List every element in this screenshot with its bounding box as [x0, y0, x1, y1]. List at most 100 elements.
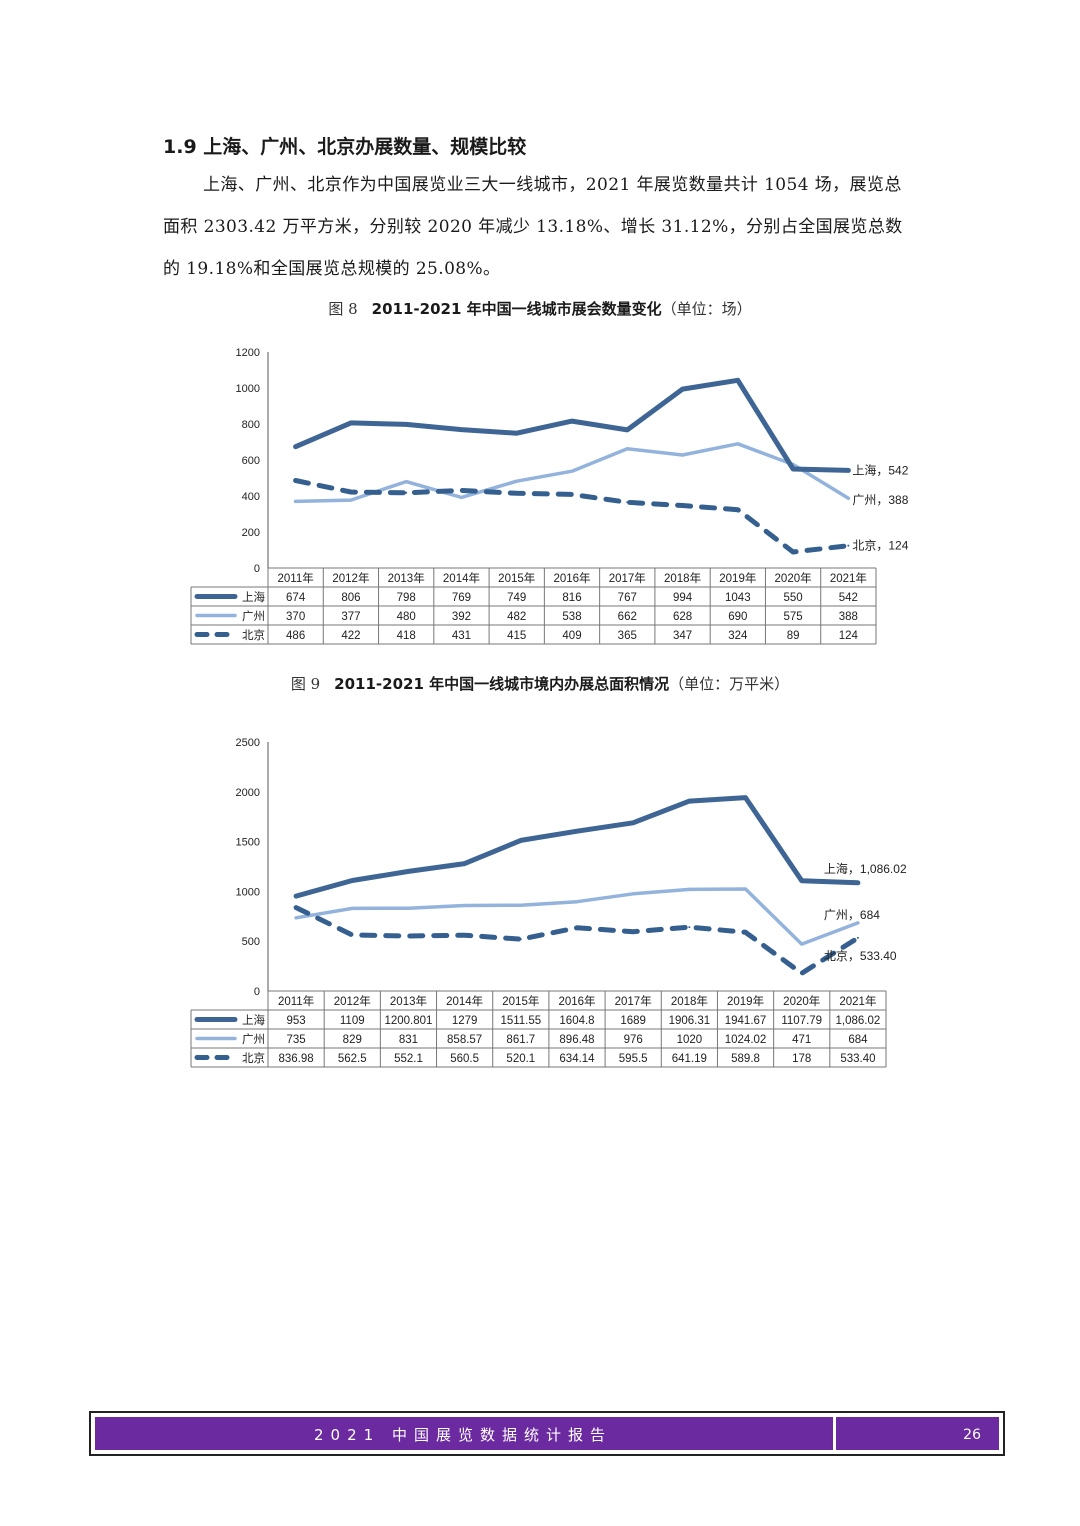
- data-point-beijing: [576, 926, 578, 929]
- table-cell-guangzhou: 377: [341, 611, 360, 623]
- table-cell-shanghai: 1279: [452, 1015, 478, 1027]
- table-cell-beijing: 178: [792, 1053, 811, 1065]
- figure-9-title: 2011-2021 年中国一线城市境内办展总面积情况: [334, 675, 670, 693]
- table-cell-shanghai: 1043: [725, 592, 751, 604]
- table-cell-guangzhou: 628: [673, 611, 692, 623]
- data-point-guangzhou: [405, 480, 408, 483]
- table-cell-shanghai: 1511.55: [500, 1015, 541, 1027]
- data-point-shanghai: [519, 839, 522, 842]
- figure-9-unit: （单位：万平米）: [669, 675, 790, 693]
- data-point-beijing: [847, 544, 850, 547]
- data-point-beijing: [294, 479, 297, 482]
- table-cell-shanghai: 674: [286, 592, 306, 604]
- x-category-label: 2019年: [727, 994, 764, 1008]
- x-category-label: 2012年: [332, 571, 369, 585]
- data-point-guangzhou: [351, 907, 354, 910]
- x-category-label: 2014年: [443, 571, 480, 585]
- end-label-beijing: 北京，124: [852, 539, 908, 553]
- x-category-label: 2018年: [671, 994, 708, 1008]
- data-point-beijing: [405, 491, 408, 494]
- series-line-beijing: [293, 478, 851, 555]
- y-tick-label: 2500: [236, 737, 260, 749]
- table-cell-beijing: 552.1: [394, 1053, 423, 1065]
- data-point-shanghai: [792, 468, 795, 470]
- table-cell-beijing: 347: [673, 630, 692, 642]
- table-cell-shanghai: 1109: [340, 1015, 365, 1027]
- end-label-shanghai: 上海，542: [852, 462, 908, 477]
- data-point-beijing: [744, 931, 747, 934]
- end-label-guangzhou: 广州，388: [852, 493, 908, 507]
- data-point-shanghai: [405, 423, 408, 426]
- table-cell-guangzhou: 976: [624, 1034, 643, 1046]
- table-cell-guangzhou: 690: [728, 611, 747, 623]
- data-point-beijing: [571, 493, 573, 496]
- table-cell-beijing: 418: [397, 630, 416, 642]
- x-category-label: 2021年: [839, 994, 876, 1008]
- figure-8-caption: 图 8 2011-2021 年中国一线城市展会数量变化（单位：场）: [0, 298, 1080, 319]
- figure-8-chart: 1200 1000 800 600 400 200 0 2011年 2012年 2013年 2014…: [190, 347, 909, 645]
- x-category-label: 2013年: [388, 571, 425, 585]
- x-category-label: 2017年: [609, 571, 646, 585]
- data-point-shanghai: [681, 388, 684, 391]
- table-cell-shanghai: 1107.79: [781, 1015, 822, 1027]
- data-point-guangzhou: [626, 447, 629, 450]
- data-point-guangzhou: [407, 907, 410, 910]
- x-category-label: 2012年: [334, 994, 371, 1008]
- table-cell-beijing: 634.14: [559, 1053, 595, 1065]
- table-cell-shanghai: 769: [452, 592, 471, 604]
- x-category-label: 2017年: [615, 994, 652, 1008]
- legend-label-beijing: 北京: [242, 1051, 265, 1065]
- x-category-label: 2020年: [783, 994, 820, 1008]
- table-cell-shanghai: 1689: [620, 1015, 646, 1027]
- figure-8-unit: （单位：场）: [661, 300, 752, 318]
- x-category-label: 2020年: [775, 571, 812, 585]
- data-point-beijing: [736, 508, 739, 511]
- footer-divider: [833, 1417, 836, 1450]
- table-cell-shanghai: 816: [562, 592, 581, 604]
- table-cell-shanghai: 542: [839, 592, 858, 604]
- data-point-shanghai: [856, 881, 859, 884]
- data-point-guangzhou: [744, 888, 747, 891]
- legend-label-beijing: 北京: [242, 628, 265, 642]
- end-label-guangzhou: 广州，684: [824, 908, 880, 922]
- x-category-label: 2013年: [390, 994, 427, 1008]
- data-point-beijing: [460, 489, 463, 492]
- table-cell-shanghai: 1,086.02: [836, 1015, 881, 1027]
- data-point-shanghai: [571, 420, 573, 423]
- x-category-label: 2011年: [278, 571, 314, 585]
- data-point-shanghai: [736, 379, 739, 382]
- figure-8-number: 图 8: [328, 300, 358, 318]
- series-line-shanghai: [293, 795, 861, 899]
- table-cell-guangzhou: 392: [452, 611, 471, 623]
- x-category-label: 2015年: [502, 994, 539, 1008]
- table-cell-guangzhou: 575: [783, 611, 802, 623]
- section-paragraph: 上海、广州、北京作为中国展览业三大一线城市，2021 年展览数量共计 1054 …: [163, 175, 903, 279]
- table-cell-beijing: 560.5: [450, 1053, 479, 1065]
- page-footer: 2021 中国展览数据统计报告 26: [89, 1411, 1005, 1456]
- table-cell-beijing: 422: [341, 630, 360, 642]
- y-tick-label: 2000: [236, 787, 260, 799]
- table-cell-guangzhou: 861.7: [506, 1034, 535, 1046]
- table-cell-beijing: 89: [787, 630, 800, 642]
- data-point-shanghai: [295, 895, 298, 898]
- table-cell-shanghai: 953: [286, 1015, 305, 1027]
- data-point-beijing: [626, 501, 629, 504]
- table-cell-beijing: 595.5: [619, 1053, 648, 1065]
- y-tick-label: 200: [242, 527, 260, 539]
- table-cell-beijing: 431: [452, 630, 471, 642]
- data-point-shanghai: [463, 862, 466, 865]
- table-cell-beijing: 409: [562, 630, 581, 642]
- table-cell-guangzhou: 1020: [677, 1034, 703, 1046]
- y-tick-label: 800: [242, 419, 260, 431]
- y-tick-label: 1000: [236, 886, 260, 898]
- y-tick-label: 600: [242, 455, 260, 467]
- data-point-beijing: [792, 550, 795, 553]
- y-tick-label: 400: [242, 491, 260, 503]
- x-category-label: 2015年: [498, 571, 535, 585]
- table-cell-guangzhou: 829: [343, 1034, 362, 1046]
- table-cell-guangzhou: 480: [397, 611, 416, 623]
- data-point-guangzhou: [856, 921, 859, 924]
- table-cell-beijing: 520.1: [506, 1053, 535, 1065]
- table-cell-guangzhou: 482: [507, 611, 526, 623]
- x-category-label: 2014年: [446, 994, 483, 1008]
